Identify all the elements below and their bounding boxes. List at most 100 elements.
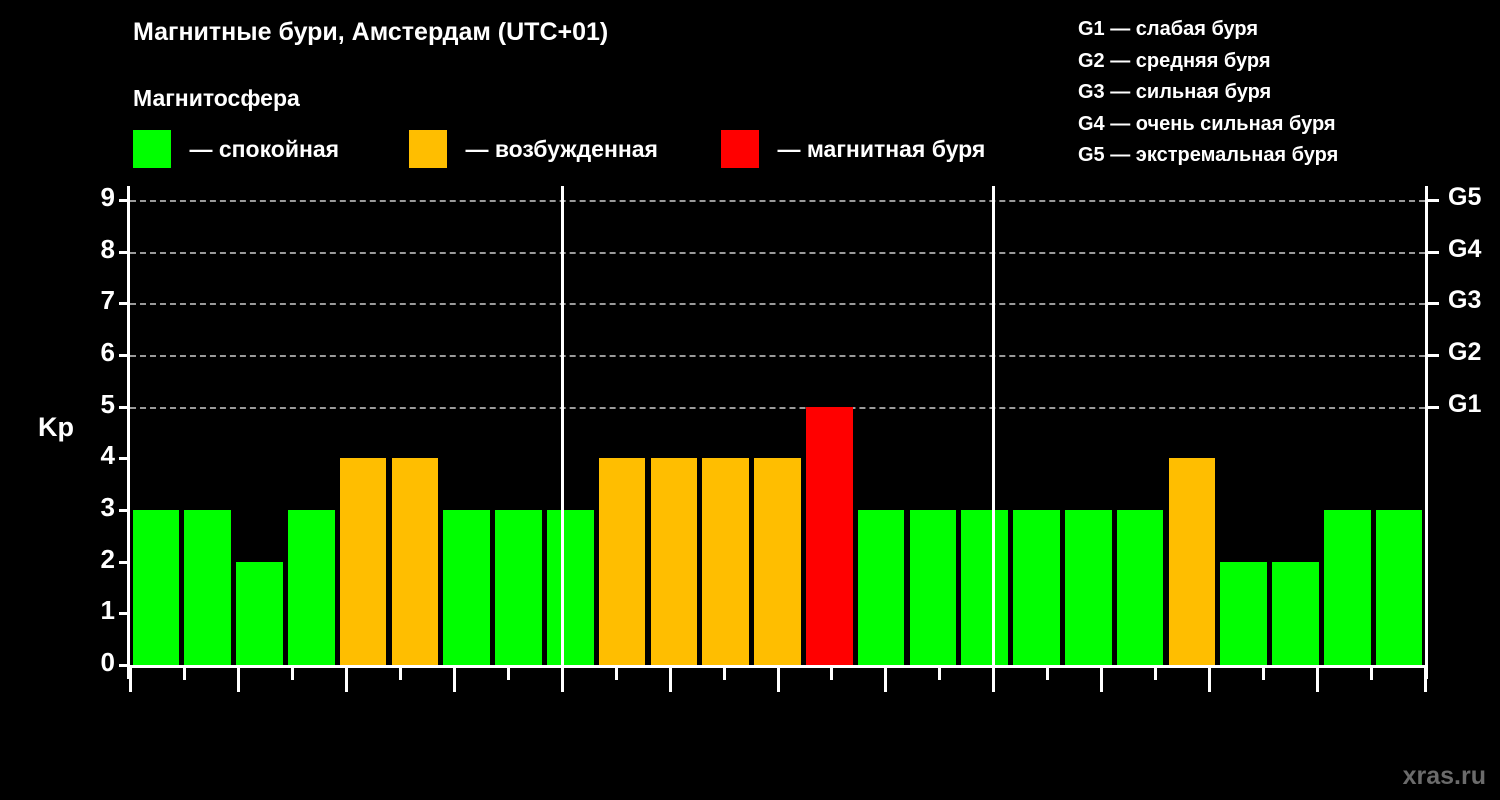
g-axis-tick bbox=[1428, 405, 1439, 409]
g-axis-tick-label: G1 bbox=[1448, 389, 1482, 418]
kp-bar bbox=[702, 458, 750, 665]
legend-swatch-quiet-icon bbox=[133, 130, 171, 168]
y-axis-tick-label: 9 bbox=[100, 182, 115, 212]
x-axis-tick bbox=[992, 668, 996, 692]
g-axis-tick-label: G2 bbox=[1448, 338, 1482, 366]
kp-bar bbox=[1116, 510, 1164, 665]
g-axis-tick bbox=[1428, 250, 1439, 254]
day-separator bbox=[992, 186, 996, 665]
kp-bar bbox=[1013, 510, 1060, 665]
x-axis-tick bbox=[938, 668, 942, 680]
day-separator bbox=[560, 186, 564, 665]
kp-bar bbox=[546, 510, 594, 665]
x-axis-tick bbox=[1316, 668, 1320, 692]
legend-heading: Магнитосфера bbox=[133, 85, 300, 111]
g-scale-legend: G1 — слабая буря G2 — средняя буря G3 — … bbox=[1078, 14, 1338, 172]
page-title: Магнитные бури, Амстердам (UTC+01) bbox=[133, 18, 609, 46]
gridline bbox=[130, 406, 1425, 409]
legend-label-storm: — магнитная буря bbox=[777, 135, 986, 162]
gridline bbox=[130, 200, 1425, 202]
y-axis-line bbox=[127, 186, 130, 679]
x-axis-tick bbox=[830, 668, 834, 680]
kp-bar bbox=[391, 458, 439, 665]
x-axis-tick bbox=[1262, 668, 1266, 680]
y-axis-tick-label: 3 bbox=[100, 492, 115, 522]
kp-bar bbox=[443, 510, 491, 665]
y-axis-tick bbox=[119, 560, 130, 564]
x-axis-tick bbox=[236, 668, 240, 692]
g-scale-line: G5 — экстремальная буря bbox=[1078, 144, 1339, 166]
gridline bbox=[130, 303, 1425, 306]
x-axis-tick bbox=[560, 668, 564, 692]
x-axis-tick bbox=[344, 668, 348, 692]
y-axis-tick-label: 7 bbox=[100, 285, 115, 316]
y-axis-tick-label: 6 bbox=[100, 337, 115, 367]
kp-bar bbox=[1272, 561, 1319, 665]
gridline bbox=[130, 251, 1425, 254]
kp-bar bbox=[184, 510, 232, 665]
x-axis-tick bbox=[1424, 668, 1427, 692]
y-axis-right-line bbox=[1425, 186, 1428, 679]
x-axis-tick bbox=[182, 668, 186, 680]
kp-bar bbox=[1220, 561, 1268, 665]
kp-bar bbox=[287, 510, 335, 665]
y-axis-tick bbox=[119, 302, 130, 306]
y-axis-tick bbox=[119, 612, 130, 616]
g-axis-tick-label: G5 bbox=[1448, 183, 1482, 211]
kp-bar bbox=[754, 458, 801, 665]
chart-plot-area: 0123456789G1G2G3G4G500:0006:0012:0018:00… bbox=[101, 182, 1481, 692]
x-axis-tick bbox=[1046, 668, 1050, 680]
y-axis-tick-label: 2 bbox=[100, 543, 115, 574]
legend-item-storm: — магнитная буря bbox=[721, 130, 985, 170]
kp-bar bbox=[650, 458, 698, 665]
watermark: xras.ru bbox=[1402, 762, 1486, 790]
x-axis-tick bbox=[1208, 668, 1212, 692]
legend-swatch-unsettled-icon bbox=[409, 130, 447, 168]
g-axis-tick-label: G3 bbox=[1448, 286, 1482, 315]
g-scale-line: G1 — слабая буря bbox=[1078, 18, 1259, 40]
x-axis-tick bbox=[614, 668, 618, 680]
kp-bar bbox=[132, 510, 180, 665]
g-scale-line: G4 — очень сильная буря bbox=[1078, 112, 1336, 135]
kp-bar bbox=[1323, 510, 1371, 665]
kp-bar bbox=[909, 510, 957, 665]
x-axis-tick bbox=[776, 668, 780, 692]
kp-bar bbox=[339, 458, 387, 665]
gridline bbox=[130, 355, 1425, 357]
x-axis-tick bbox=[1100, 668, 1104, 692]
kp-bar bbox=[857, 510, 905, 665]
y-axis-tick bbox=[119, 664, 130, 667]
kp-bar bbox=[236, 561, 283, 665]
y-axis-tick bbox=[119, 354, 130, 357]
g-axis-tick bbox=[1428, 354, 1439, 357]
g-axis-tick bbox=[1428, 302, 1439, 306]
x-axis-line bbox=[127, 665, 1428, 668]
y-axis-tick-label: 4 bbox=[100, 440, 115, 471]
kp-bar bbox=[598, 458, 646, 665]
y-axis-tick-label: 0 bbox=[100, 647, 115, 677]
kp-bar bbox=[1168, 458, 1216, 665]
y-axis-tick-label: 1 bbox=[100, 595, 115, 626]
kp-bar bbox=[495, 510, 542, 665]
legend-label-unsettled: — возбужденная bbox=[465, 135, 658, 162]
x-axis-tick bbox=[398, 668, 402, 680]
legend-item-quiet: — спокойная bbox=[133, 130, 339, 170]
x-axis-tick bbox=[452, 668, 456, 692]
legend-label-quiet: — спокойная bbox=[189, 135, 340, 162]
g-scale-line: G2 — средняя буря bbox=[1078, 49, 1271, 72]
y-axis-tick-label: 8 bbox=[100, 233, 115, 264]
kp-bar bbox=[805, 406, 853, 665]
x-axis-tick bbox=[506, 668, 510, 680]
y-axis-title: Kp bbox=[38, 412, 74, 442]
x-axis-tick bbox=[884, 668, 888, 692]
y-axis-tick bbox=[119, 457, 130, 461]
x-axis-tick bbox=[290, 668, 294, 680]
legend-item-unsettled: — возбужденная bbox=[409, 130, 658, 170]
g-axis-tick bbox=[1428, 199, 1439, 202]
legend-swatch-storm-icon bbox=[721, 130, 759, 168]
y-axis-tick bbox=[119, 199, 130, 202]
x-axis-tick bbox=[1154, 668, 1158, 680]
kp-bar bbox=[961, 510, 1009, 665]
y-axis-tick bbox=[119, 405, 130, 409]
